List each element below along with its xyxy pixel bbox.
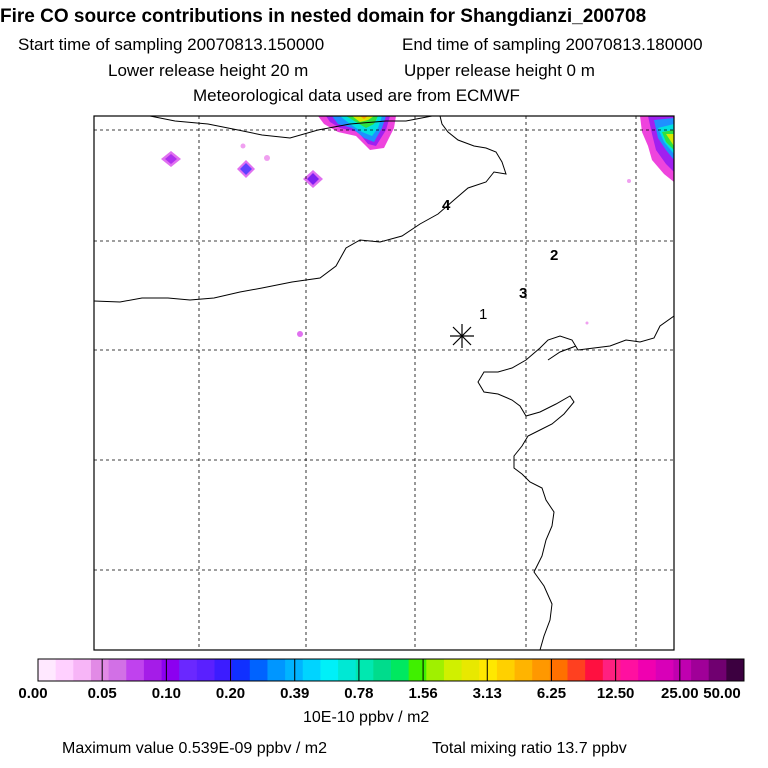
legend-swatch	[443, 659, 462, 681]
legend-tick-label: 0.05	[87, 685, 117, 702]
legend-swatch	[602, 659, 621, 681]
legend-swatch	[426, 659, 445, 681]
release-site-marker	[450, 324, 474, 348]
site-label-1: 1	[479, 306, 487, 323]
site-label-3: 3	[519, 285, 527, 302]
legend-swatch	[655, 659, 674, 681]
maximum-value: Maximum value 0.539E-09 ppbv / m2	[62, 740, 328, 757]
legend-swatch	[461, 659, 480, 681]
legend-swatch	[708, 659, 727, 681]
legend-swatch	[585, 659, 604, 681]
legend-swatch	[267, 659, 286, 681]
plume-spots	[161, 143, 631, 337]
legend-swatch	[638, 659, 657, 681]
legend-tick-label: 0.78	[344, 685, 374, 702]
legend-swatch	[126, 659, 145, 681]
legend-swatch	[567, 659, 586, 681]
total-mixing-ratio: Total mixing ratio 13.7 ppbv	[432, 740, 627, 757]
plume-right	[640, 116, 674, 182]
color-legend-dividers	[37, 658, 745, 682]
legend-swatch	[302, 659, 321, 681]
upper-release-height: Upper release height 0 m	[404, 61, 595, 80]
legend-swatch	[161, 659, 180, 681]
lower-release-height: Lower release height 20 m	[108, 61, 309, 80]
site-label-4: 4	[442, 197, 451, 214]
legend-swatch	[673, 659, 692, 681]
legend-swatch	[514, 659, 533, 681]
legend-tick-label: 50.00	[703, 685, 741, 702]
legend-tick-label: 0.39	[280, 685, 310, 702]
legend-swatch	[549, 659, 568, 681]
legend-tick-label: 6.25	[536, 685, 567, 702]
meteorological-data-note: Meteorological data used are from ECMWF	[193, 86, 520, 105]
sampling-end-time: End time of sampling 20070813.180000	[402, 35, 703, 54]
chart-title: Fire CO source contributions in nested d…	[0, 6, 647, 27]
legend-swatch	[320, 659, 339, 681]
legend-swatch	[196, 659, 215, 681]
legend-tick-label: 0.00	[18, 685, 48, 702]
legend-tick-label: 0.10	[151, 685, 181, 702]
legend-swatch	[726, 659, 745, 681]
legend-swatch	[143, 659, 162, 681]
legend-swatch	[479, 659, 498, 681]
legend-swatch	[179, 659, 198, 681]
legend-swatch	[73, 659, 92, 681]
legend-frame	[37, 658, 745, 682]
legend-swatch	[232, 659, 251, 681]
legend-swatch	[373, 659, 392, 681]
legend-swatch	[408, 659, 427, 681]
legend-swatch	[285, 659, 304, 681]
legend-swatch	[249, 659, 268, 681]
coastlines	[94, 116, 674, 650]
legend-tick-label: 12.50	[596, 685, 635, 702]
legend-swatch	[532, 659, 551, 681]
grid-lines	[94, 116, 674, 650]
color-legend	[38, 659, 745, 681]
site-label-2: 2	[550, 247, 558, 264]
legend-swatch	[338, 659, 357, 681]
legend-swatch	[691, 659, 710, 681]
legend-tick-label: 0.20	[215, 685, 246, 702]
sampling-start-time: Start time of sampling 20070813.150000	[18, 35, 325, 54]
legend-swatch	[620, 659, 639, 681]
legend-swatch	[214, 659, 233, 681]
legend-swatch	[355, 659, 374, 681]
legend-tick-label: 3.13	[472, 685, 502, 702]
legend-unit: 10E-10 ppbv / m2	[303, 709, 430, 726]
legend-swatch	[108, 659, 127, 681]
legend-swatch	[496, 659, 515, 681]
legend-swatch	[38, 659, 57, 681]
legend-swatch	[55, 659, 74, 681]
legend-tick-label: 25.00	[661, 685, 699, 702]
legend-swatch	[391, 659, 410, 681]
plume-layer	[161, 116, 674, 337]
legend-swatch	[90, 659, 109, 681]
legend-tick-label: 1.56	[408, 685, 438, 702]
map-frame	[93, 115, 675, 651]
